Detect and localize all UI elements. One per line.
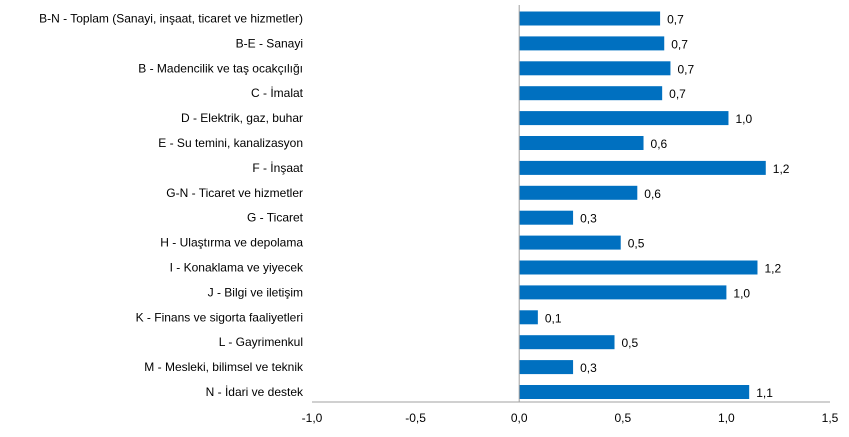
bar: [519, 86, 663, 101]
category-label: B-N - Toplam (Sanayi, inşaat, ticaret ve…: [39, 12, 303, 26]
category-label: H - Ulaştırma ve depolama: [160, 236, 303, 250]
data-label: 0,1: [545, 311, 562, 325]
category-label: G - Ticaret: [247, 211, 304, 225]
data-label: 1,0: [735, 112, 752, 126]
bar: [519, 385, 750, 399]
data-label: 1,1: [756, 386, 773, 400]
data-label: 0,3: [580, 212, 597, 226]
bar: [519, 36, 665, 51]
data-label: 1,2: [764, 262, 781, 276]
category-label: D - Elektrik, gaz, buhar: [181, 111, 303, 125]
category-label: E - Su temini, kanalizasyon: [158, 136, 303, 150]
data-label: 0,7: [669, 87, 686, 101]
data-label: 1,0: [733, 286, 750, 300]
category-label: J - Bilgi ve iletişim: [208, 285, 303, 299]
bar: [519, 136, 644, 150]
bar: [519, 11, 661, 26]
bar: [519, 335, 615, 350]
bar: [519, 210, 574, 225]
data-label: 0,7: [667, 13, 684, 27]
data-label: 0,5: [622, 336, 639, 350]
data-label: 0,6: [651, 137, 668, 151]
data-label: 0,7: [677, 62, 694, 76]
bar: [519, 310, 538, 325]
axes: [312, 5, 830, 403]
category-label: B - Madencilik ve taş ocakçılığı: [138, 61, 303, 75]
data-label: 0,5: [628, 237, 645, 251]
category-label: K - Finans ve sigorta faaliyetleri: [136, 310, 303, 324]
bar: [519, 185, 638, 200]
bars-layer: [519, 11, 766, 399]
category-label: I - Konaklama ve yiyecek: [170, 261, 304, 275]
bar: [519, 360, 574, 375]
x-tick-label: 1,5: [822, 411, 839, 425]
data-label: 0,7: [671, 37, 688, 51]
value-labels: 0,7 0,7 0,7 0,7 1,0 0,6 1,2 0,6 0,3 0,5 1,2 1,0 0,1 0…: [545, 13, 790, 401]
category-label: N - İdari ve destek: [206, 385, 304, 399]
bar: [519, 285, 727, 300]
bar: [519, 260, 758, 275]
x-tick-label: 0,5: [614, 411, 631, 425]
category-label: M - Mesleki, bilimsel ve teknik: [144, 360, 304, 374]
category-label: L - Gayrimenkul: [219, 335, 303, 349]
data-label: 0,3: [580, 361, 597, 375]
category-label: C - İmalat: [251, 86, 304, 100]
category-labels: B-N - Toplam (Sanayi, inşaat, ticaret ve…: [39, 12, 304, 400]
x-tick-label: -0,5: [405, 411, 426, 425]
category-label: B-E - Sanayi: [236, 36, 303, 50]
x-tick-label: 1,0: [718, 411, 735, 425]
data-label: 0,6: [644, 187, 661, 201]
x-tick-label: 0,0: [511, 411, 528, 425]
bar: [519, 160, 766, 175]
bar: [519, 235, 621, 250]
bar: [519, 111, 729, 126]
data-label: 1,2: [773, 162, 790, 176]
x-tick-label: -1,0: [302, 411, 323, 425]
x-tick-labels: -1,0 -0,5 0,0 0,5 1,0 1,5: [302, 411, 839, 425]
bar: [519, 61, 671, 76]
category-label: F - İnşaat: [252, 161, 303, 175]
category-label: G-N - Ticaret ve hizmetler: [166, 186, 303, 200]
